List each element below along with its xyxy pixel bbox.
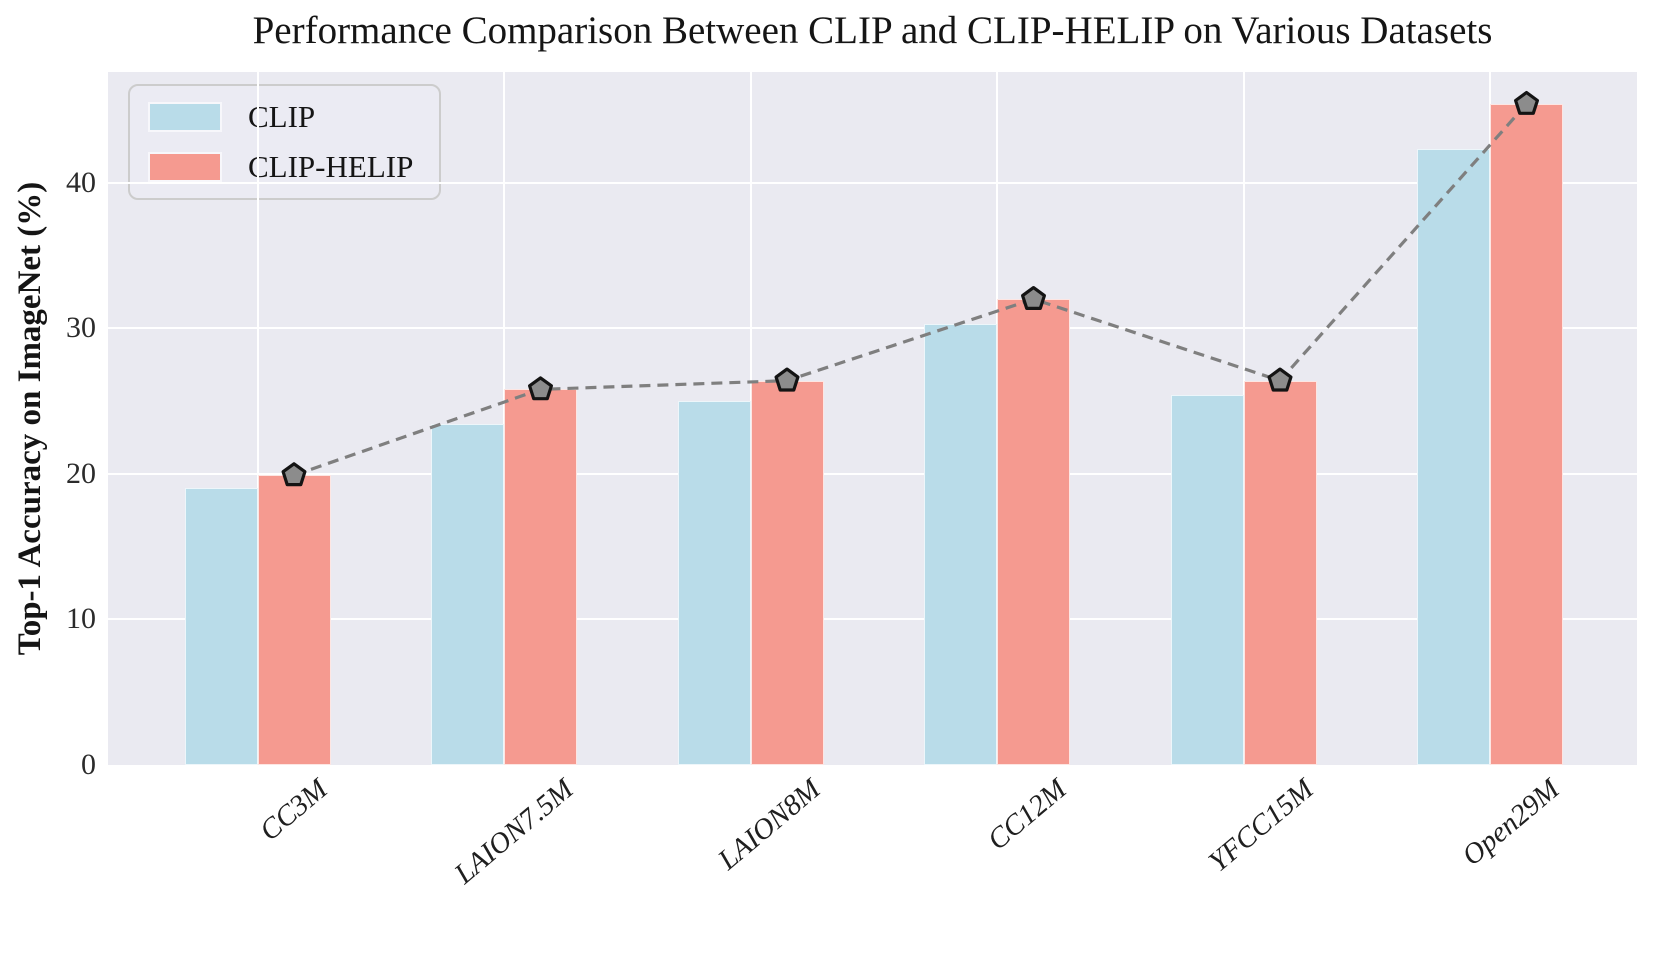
x-tick-label-yfcc15m: YFCC15M — [1202, 773, 1320, 879]
bar-clip-yfcc15m — [1170, 395, 1244, 765]
y-tick-label-30: 30 — [66, 311, 96, 345]
y-tick-label-20: 20 — [66, 456, 96, 490]
legend-item-clip-helip: CLIP-HELIP — [148, 150, 413, 184]
bar-clip-helip-laion7-5m — [504, 389, 577, 765]
trend-line — [293, 102, 1528, 477]
bar-clip-laion8m — [677, 401, 751, 765]
pentagon-marker-laion7-5m — [528, 376, 553, 401]
gridline-horizontal-10 — [108, 618, 1637, 621]
trend-line-overlay — [281, 90, 1540, 487]
legend-swatch-clip-helip — [148, 152, 222, 182]
x-tick-label-cc12m: CC12M — [981, 773, 1073, 857]
bar-clip-cc3m — [184, 488, 258, 765]
legend-label-clip: CLIP — [248, 99, 316, 134]
plot-area: CLIP CLIP-HELIP — [108, 72, 1637, 765]
chart-title: Performance Comparison Between CLIP and … — [252, 9, 1493, 52]
bar-clip-helip-cc12m — [997, 299, 1070, 765]
pentagon-marker-open29m — [1513, 90, 1540, 115]
legend: CLIP CLIP-HELIP — [128, 84, 442, 200]
x-tick-label-open29m: Open29M — [1456, 773, 1566, 873]
pentagon-marker-yfcc15m — [1267, 367, 1293, 392]
y-tick-label-10: 10 — [66, 602, 96, 636]
bar-clip-open29m — [1417, 149, 1490, 765]
gridline-vertical-cc3m — [256, 72, 259, 765]
bar-clip-cc12m — [924, 323, 997, 765]
bar-clip-helip-yfcc15m — [1243, 380, 1317, 765]
x-tick-label-laion8m: LAION8M — [711, 773, 827, 877]
bar-clip-helip-cc3m — [257, 475, 331, 765]
pentagon-marker-cc3m — [281, 462, 307, 487]
legend-swatch-clip — [148, 102, 222, 132]
y-tick-label-40: 40 — [66, 165, 96, 199]
pentagon-marker-laion8m — [774, 367, 800, 392]
legend-label-clip-helip: CLIP-HELIP — [248, 149, 414, 184]
gridline-horizontal-20 — [108, 472, 1637, 475]
gridline-horizontal-40 — [108, 181, 1637, 184]
y-tick-label-0: 0 — [81, 748, 96, 781]
gridline-horizontal-30 — [108, 327, 1637, 330]
bar-clip-laion7-5m — [431, 424, 504, 765]
x-tick-label-cc3m: CC3M — [253, 773, 334, 848]
x-tick-label-laion7-5m: LAION7.5M — [448, 773, 580, 891]
bar-clip-helip-open29m — [1490, 104, 1563, 765]
legend-item-clip: CLIP — [148, 100, 413, 134]
pentagon-marker-cc12m — [1020, 286, 1047, 310]
